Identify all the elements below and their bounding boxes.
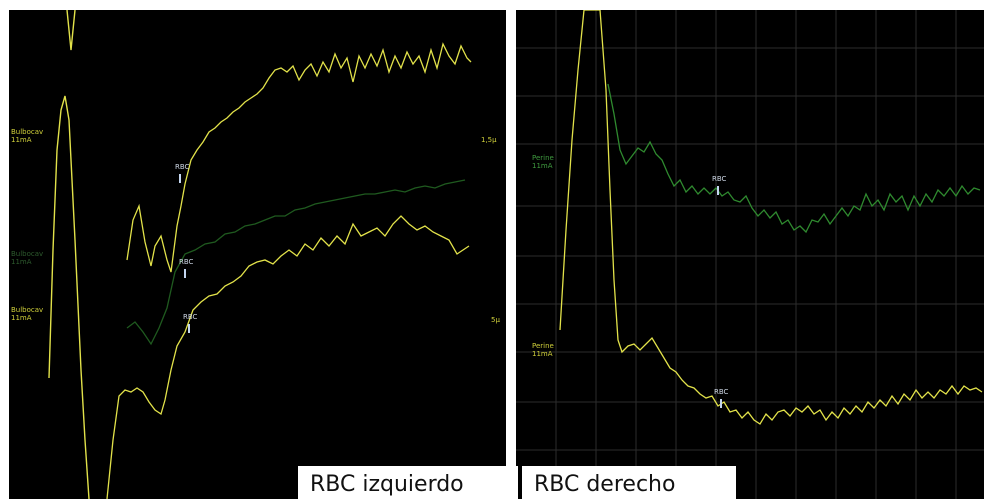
left-rbc-marker-label-1: RBC — [175, 163, 190, 171]
left-rbc-marker-label-2: RBC — [179, 258, 194, 266]
right-waveform-canvas — [516, 10, 984, 499]
right-grid — [516, 10, 984, 499]
left-trace-bulbocav-upper — [126, 42, 472, 273]
right-rbc-marker-tick-1 — [717, 186, 719, 195]
left-channel-label-mid: Bulbocav 11mA — [11, 250, 44, 266]
left-waveform-panel: Bulbocav 11mA Bulbocav 11mA Bulbocav 11m… — [9, 10, 506, 499]
right-rbc-marker-tick-2 — [720, 399, 722, 408]
left-channel-label-top: Bulbocav 11mA — [11, 128, 44, 144]
right-rbc-marker-label-2: RBC — [714, 388, 729, 396]
right-trace-perine-upper — [607, 83, 981, 234]
right-channel-label-low: Perine 11mA — [532, 342, 554, 358]
left-rbc-marker-tick-2 — [184, 269, 186, 278]
right-rbc-marker-label-1: RBC — [712, 175, 727, 183]
right-caption: RBC derecho — [522, 466, 736, 499]
left-stimulus-artifact-top — [66, 10, 76, 51]
left-channel-label-right-low: 5μ — [491, 316, 500, 324]
left-caption: RBC izquierdo — [298, 466, 518, 499]
left-waveform-canvas — [48, 10, 472, 499]
left-rbc-marker-label-3: RBC — [183, 313, 198, 321]
right-trace-perine-lower — [559, 10, 983, 425]
left-rbc-marker-tick-1 — [179, 174, 181, 183]
panel-divider — [506, 0, 516, 499]
left-channel-label-low: Bulbocav 11mA — [11, 306, 44, 322]
right-waveform-panel: Perine 11mA Perine 11mA RBC RBC — [516, 10, 984, 499]
left-rbc-marker-tick-3 — [188, 324, 190, 333]
left-channel-label-right-top: 1,5μ — [481, 136, 497, 144]
left-trace-bulbocav-faint — [126, 179, 466, 346]
left-stimulus-artifact — [48, 95, 90, 499]
right-channel-label-top: Perine 11mA — [532, 154, 554, 170]
left-trace-bulbocav-lower — [106, 215, 470, 499]
